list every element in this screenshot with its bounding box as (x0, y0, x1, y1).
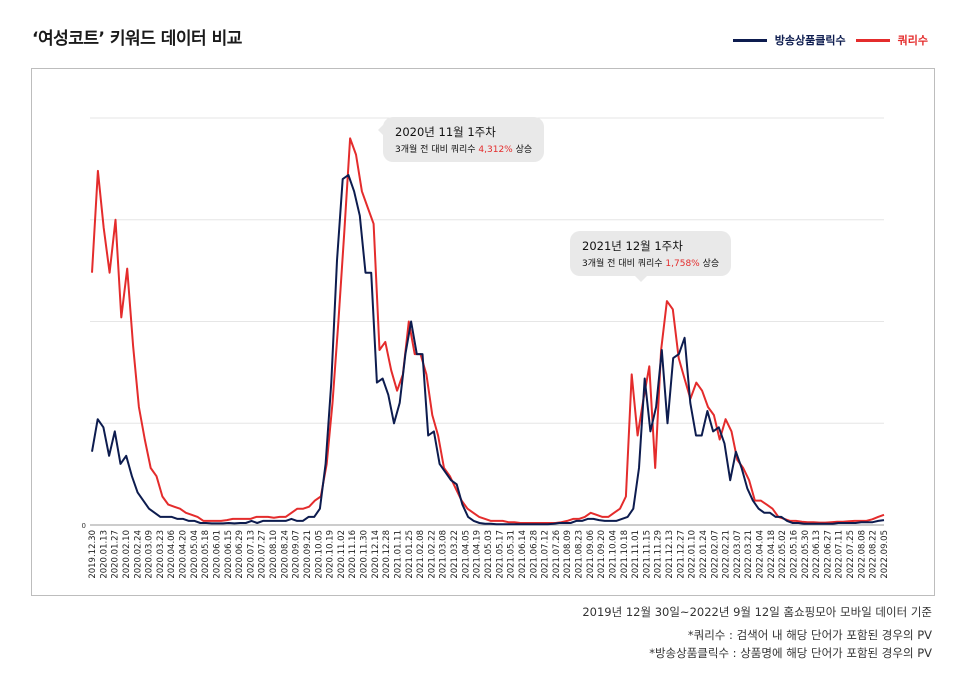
callout-2021-pct: 1,758% (665, 259, 700, 269)
chart-panel (31, 68, 935, 596)
click-definition-note: *방송상품클릭수 : 상품명에 해당 단어가 포함된 경우의 PV (649, 646, 932, 660)
x-tick-label: 2020.06.01 (212, 530, 222, 579)
x-tick-label: 2021.11.01 (631, 530, 641, 579)
x-tick-label: 2020.01.27 (111, 530, 121, 579)
x-tick-label: 2020.12.14 (371, 530, 381, 579)
x-tick-label: 2020.03.23 (156, 530, 166, 579)
x-tick-label: 2021.05.31 (507, 530, 517, 579)
callout-2020-suffix: 상승 (512, 145, 533, 155)
legend-item-queries: 쿼리수 (855, 32, 928, 48)
legend-swatch-clicks (732, 38, 767, 42)
x-tick-label: 2019.12.30 (88, 530, 98, 579)
x-tick-label: 2021.10.04 (608, 530, 618, 579)
x-tick-label: 2021.11.29 (654, 530, 664, 579)
x-tick-label: 2020.07.27 (258, 530, 268, 579)
x-tick-label: 2022.01.24 (699, 530, 709, 579)
legend-item-clicks: 방송상품클릭수 (732, 32, 846, 48)
legend-label-queries: 쿼리수 (897, 34, 928, 47)
x-tick-label: 2021.12.27 (676, 530, 686, 579)
legend-swatch-queries (855, 38, 890, 42)
x-tick-label: 2020.04.20 (179, 530, 189, 579)
x-tick-label: 2020.12.28 (382, 530, 392, 579)
x-tick-label: 2022.05.02 (778, 530, 788, 579)
x-tick-label: 2020.08.10 (269, 530, 279, 579)
x-tick-label: 2021.07.26 (552, 530, 562, 579)
series-line-clicks (91, 174, 885, 526)
x-tick-label: 2022.08.08 (857, 530, 867, 579)
source-note: 2019년 12월 30일~2022년 9월 12일 홈쇼핑모아 모바일 데이터… (582, 605, 932, 619)
callout-2020-pct: 4,312% (478, 145, 513, 155)
callout-2021: 2021년 12월 1주차 3개월 전 대비 쿼리수 1,758% 상승 (570, 231, 732, 282)
x-tick-label: 2022.04.04 (756, 530, 766, 579)
callout-2021-suffix: 상승 (699, 259, 720, 269)
x-tick-label: 2020.09.21 (303, 530, 313, 579)
series-line-queries (91, 137, 885, 524)
x-tick-label: 2022.08.22 (869, 530, 879, 579)
x-tick-label: 2020.10.05 (314, 530, 324, 579)
x-tick-label: 2022.03.21 (744, 530, 754, 579)
y-tick-label: 0 (82, 522, 86, 530)
x-tick-label: 2021.01.11 (393, 530, 403, 579)
x-tick-label: 2022.02.07 (710, 530, 720, 579)
x-tick-label: 2021.08.09 (563, 530, 573, 579)
query-definition-note: *쿼리수 : 검색어 내 해당 단어가 포함된 경우의 PV (687, 628, 932, 642)
callout-2021-text: 3개월 전 대비 쿼리수 1,758% 상승 (582, 256, 719, 269)
x-tick-label: 2020.07.13 (246, 530, 256, 579)
x-tick-label: 2022.04.18 (767, 530, 777, 579)
x-tick-label: 2020.02.10 (122, 530, 132, 579)
x-tick-label: 2022.06.27 (823, 530, 833, 579)
x-tick-label: 2021.07.12 (541, 530, 551, 579)
x-tick-label: 2022.07.11 (835, 530, 845, 579)
callout-2020: 2020년 11월 1주차 3개월 전 대비 쿼리수 4,312% 상승 (377, 117, 545, 162)
x-tick-label: 2021.03.22 (450, 530, 460, 579)
x-tick-label: 2021.08.23 (575, 530, 585, 579)
x-tick-label: 2021.04.05 (461, 530, 471, 579)
x-tick-label: 2022.07.25 (846, 530, 856, 579)
x-tick-label: 2021.03.08 (439, 530, 449, 579)
x-tick-label: 2020.10.19 (326, 530, 336, 579)
x-tick-label: 2020.09.07 (292, 530, 302, 579)
x-tick-label: 2021.04.19 (473, 530, 483, 579)
callout-2021-title: 2021년 12월 1주차 (582, 239, 683, 253)
callout-2020-prefix: 3개월 전 대비 쿼리수 (395, 145, 479, 155)
x-tick-label: 2020.11.02 (337, 530, 347, 579)
x-tick-label: 2021.02.08 (416, 530, 426, 579)
legend-label-clicks: 방송상품클릭수 (774, 34, 846, 47)
x-tick-label: 2020.06.29 (235, 530, 245, 579)
x-tick-label: 2022.02.21 (722, 530, 732, 579)
callout-2020-title: 2020년 11월 1주차 (395, 125, 496, 139)
x-tick-label: 2021.06.14 (518, 530, 528, 579)
x-tick-label: 2021.02.22 (427, 530, 437, 579)
x-tick-label: 2021.12.13 (665, 530, 675, 579)
x-tick-label: 2020.03.09 (145, 530, 155, 579)
x-tick-label: 2020.11.30 (360, 530, 370, 579)
x-tick-label: 2021.11.15 (642, 530, 652, 579)
x-tick-label: 2020.08.24 (280, 530, 290, 579)
x-tick-label: 2020.06.15 (224, 530, 234, 579)
x-tick-label: 2020.11.16 (348, 530, 358, 579)
x-tick-label: 2021.05.03 (484, 530, 494, 579)
x-tick-label: 2022.09.05 (880, 530, 890, 579)
x-tick-label: 2022.05.16 (789, 530, 799, 579)
x-tick-label: 2022.01.10 (688, 530, 698, 579)
x-tick-label: 2021.09.06 (586, 530, 596, 579)
legend: 방송상품클릭수 쿼리수 (732, 32, 928, 48)
x-tick-label: 2020.05.04 (190, 530, 200, 579)
x-tick-label: 2021.01.25 (405, 530, 415, 579)
x-tick-label: 2020.01.13 (99, 530, 109, 579)
x-tick-label: 2022.05.30 (801, 530, 811, 579)
x-tick-label: 2021.10.18 (620, 530, 630, 579)
callout-2021-prefix: 3개월 전 대비 쿼리수 (582, 259, 666, 269)
x-tick-label: 2022.03.07 (733, 530, 743, 579)
x-tick-label: 2020.04.06 (167, 530, 177, 579)
x-tick-label: 2022.06.13 (812, 530, 822, 579)
callout-2020-text: 3개월 전 대비 쿼리수 4,312% 상승 (395, 142, 532, 155)
x-tick-label: 2020.02.24 (133, 530, 143, 579)
x-tick-label: 2021.09.20 (597, 530, 607, 579)
x-tick-label: 2021.05.17 (495, 530, 505, 579)
x-tick-label: 2021.06.28 (529, 530, 539, 579)
x-tick-label: 2020.05.18 (201, 530, 211, 579)
chart-title: ‘여성코트’ 키워드 데이터 비교 (32, 29, 242, 49)
